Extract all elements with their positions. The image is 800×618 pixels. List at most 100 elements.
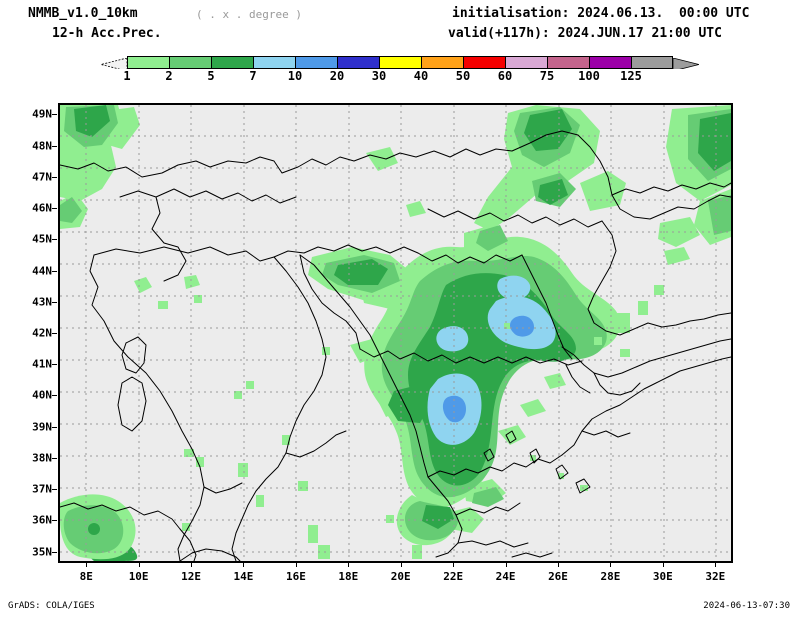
colorbar-cell-3 xyxy=(253,56,295,69)
colorbar-tick-75: 75 xyxy=(539,69,555,83)
y-tick-38N: 38N xyxy=(32,451,52,465)
colorbar-tick-2: 2 xyxy=(165,69,173,83)
colorbar-legend: 1 2 5 7 10 20 30 40 50 60 75 100 125 xyxy=(0,52,800,86)
colorbar-swatches xyxy=(127,56,673,69)
colorbar-tick-30: 30 xyxy=(371,69,387,83)
initialisation-label: initialisation: 2024.06.13. 00:00 UTC xyxy=(452,6,750,21)
colorbar-over-arrow xyxy=(673,56,699,69)
y-tickmark xyxy=(52,426,57,428)
x-tick-22E: 22E xyxy=(443,570,464,583)
chart-header: NMMB_v1.0_10km ( . x . degree ) 12-h Acc… xyxy=(0,0,800,50)
colorbar-cell-2 xyxy=(211,56,253,69)
y-tick-41N: 41N xyxy=(32,357,52,371)
y-tickmark xyxy=(52,239,57,241)
colorbar-cell-1 xyxy=(169,56,211,69)
y-tickmark xyxy=(52,208,57,210)
render-timestamp: 2024-06-13-07:30 xyxy=(703,601,790,611)
x-tickmark xyxy=(295,562,297,567)
colorbar-cell-9 xyxy=(505,56,547,69)
x-tick-18E: 18E xyxy=(338,570,359,583)
y-tick-42N: 42N xyxy=(32,326,52,340)
precip-tunisia-dark xyxy=(88,523,100,535)
colorbar-tick-5: 5 xyxy=(207,69,215,83)
x-tick-10E: 10E xyxy=(128,570,149,583)
map-gridlines xyxy=(60,105,731,561)
y-tick-46N: 46N xyxy=(32,201,52,215)
colorbar-tick-100: 100 xyxy=(578,69,600,83)
x-tick-20E: 20E xyxy=(390,570,411,583)
y-tickmark xyxy=(52,520,57,522)
y-tick-45N: 45N xyxy=(32,232,52,246)
x-tickmark xyxy=(400,562,402,567)
y-tick-35N: 35N xyxy=(32,545,52,559)
x-tickmark xyxy=(86,562,88,567)
colorbar-cell-12 xyxy=(631,56,673,69)
field-name-label: 12-h Acc.Prec. xyxy=(52,26,162,41)
colorbar-cell-11 xyxy=(589,56,631,69)
y-tickmark xyxy=(52,457,57,459)
grads-source-label: GrADS: COLA/IGES xyxy=(8,601,95,611)
colorbar-under-arrow xyxy=(101,56,127,69)
colorbar-cell-4 xyxy=(295,56,337,69)
y-tickmark xyxy=(52,551,57,553)
valid-time-label: valid(+117h): 2024.JUN.17 21:00 UTC xyxy=(448,26,722,41)
x-tickmark xyxy=(610,562,612,567)
x-tick-32E: 32E xyxy=(705,570,726,583)
y-tickmark xyxy=(52,301,57,303)
x-tick-28E: 28E xyxy=(600,570,621,583)
colorbar-tick-labels: 1 2 5 7 10 20 30 40 50 60 75 100 125 xyxy=(0,69,800,85)
x-tick-30E: 30E xyxy=(652,570,673,583)
x-tickmark xyxy=(453,562,455,567)
x-tickmark xyxy=(558,562,559,567)
colorbar-tick-60: 60 xyxy=(497,69,513,83)
y-tickmark xyxy=(52,489,57,491)
colorbar-cell-5 xyxy=(337,56,379,69)
colorbar-tick-40: 40 xyxy=(413,69,429,83)
model-name-label: NMMB_v1.0_10km xyxy=(28,6,138,21)
x-tick-26E: 26E xyxy=(548,570,568,583)
x-tick-12E: 12E xyxy=(181,570,201,583)
y-tick-43N: 43N xyxy=(32,295,52,309)
colorbar-tick-125: 125 xyxy=(620,69,642,83)
y-tickmark xyxy=(52,333,57,334)
y-tick-36N: 36N xyxy=(32,513,52,527)
model-resolution-label: ( . x . degree ) xyxy=(196,8,302,21)
y-axis-labels: 35N 36N 37N 38N 39N 40N 41N 42N 43N 44N 45N 46N 47N 4… xyxy=(8,103,57,563)
y-tick-40N: 40N xyxy=(32,388,52,402)
x-tickmark xyxy=(505,562,507,567)
y-tickmark xyxy=(52,114,57,116)
map-canvas xyxy=(60,105,731,561)
y-tick-48N: 48N xyxy=(32,139,52,153)
precipitation-map[interactable] xyxy=(58,103,733,563)
precip-level-10 xyxy=(442,315,534,423)
colorbar-cell-6 xyxy=(379,56,421,69)
y-tickmark xyxy=(52,145,57,147)
colorbar-cell-10 xyxy=(547,56,589,69)
colorbar-tick-50: 50 xyxy=(455,69,471,83)
y-tickmark xyxy=(52,364,57,366)
x-axis-labels: 8E 10E 12E 14E 16E 18E 20E 22E 24E 26E 28E 30E 32E xyxy=(58,562,733,584)
colorbar-tick-1: 1 xyxy=(123,69,131,83)
y-tick-47N: 47N xyxy=(32,170,52,184)
y-tickmark xyxy=(52,270,57,272)
x-tickmark xyxy=(138,562,140,567)
colorbar-cell-0 xyxy=(127,56,169,69)
map-coastlines xyxy=(60,130,731,561)
x-tick-16E: 16E xyxy=(285,570,306,583)
x-tick-24E: 24E xyxy=(495,570,516,583)
x-tickmark xyxy=(715,562,717,567)
colorbar-cell-8 xyxy=(463,56,505,69)
colorbar-tick-10: 10 xyxy=(287,69,303,83)
y-tickmark xyxy=(52,395,57,397)
y-tick-49N: 49N xyxy=(32,107,52,121)
x-tickmark xyxy=(191,562,193,567)
x-tickmark xyxy=(662,562,664,567)
x-tick-14E: 14E xyxy=(233,570,254,583)
y-tick-39N: 39N xyxy=(32,420,52,434)
x-tickmark xyxy=(348,562,350,567)
y-tickmark xyxy=(52,176,57,178)
colorbar-cell-7 xyxy=(421,56,463,69)
x-tickmark xyxy=(243,562,245,567)
y-tick-37N: 37N xyxy=(32,482,52,496)
colorbar-tick-20: 20 xyxy=(329,69,345,83)
